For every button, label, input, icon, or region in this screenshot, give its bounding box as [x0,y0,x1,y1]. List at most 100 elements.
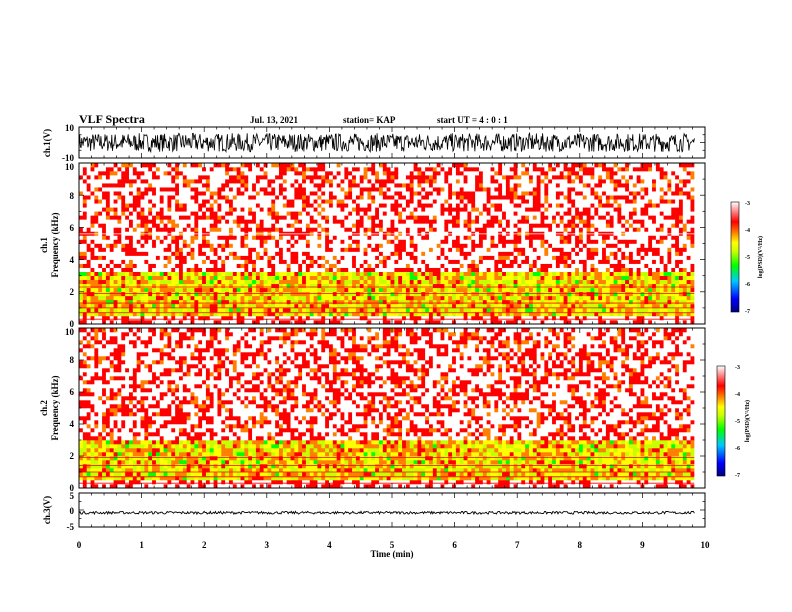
spectrogram-cell [448,295,453,301]
spectrogram-cell [313,299,318,305]
spectrogram-cell [125,251,130,256]
spectrogram-cell [117,319,122,325]
spectrogram-cell [259,299,264,305]
spectrogram-cell [525,291,530,297]
spectrogram-cell [398,191,403,196]
spectrogram-cell [517,315,522,321]
spectrogram-cell [129,275,134,281]
spectrogram-cell [428,211,434,216]
spectrogram-cell [171,183,176,188]
spectrogram-cell [225,243,230,248]
spectrogram-cell [294,171,299,176]
spectrogram-cell [513,243,518,248]
spectrogram-cell [252,291,257,297]
spectrogram-cell [463,239,468,244]
spectrogram-cell [452,199,457,204]
spectrogram-cell [448,243,453,248]
spectrogram-cell [294,187,299,192]
spectrogram-cell [228,295,234,301]
spectrogram-cell [236,319,241,325]
spectrogram-cell [129,239,134,244]
spectrogram-cell [536,319,541,325]
spectrogram-cell [452,299,457,305]
spectrogram-cell [175,291,180,297]
spectrogram-cell [144,251,149,256]
spectrogram-cell [167,295,172,301]
spectrogram-cell [202,259,207,264]
spectrogram-cell [475,267,480,272]
spectrogram-cell [513,223,518,228]
spectrogram-cell [171,319,176,325]
spectrogram-cell [452,275,457,281]
spectrogram-cell [298,243,303,248]
spectrogram-cell [340,295,345,301]
spectrogram-cell [432,203,437,208]
spectrogram-cell [528,243,534,248]
spectrogram-cell [244,295,249,301]
spectrogram-cell [348,267,353,272]
spectrogram-cell [544,235,549,240]
spectrogram-cell [448,215,453,220]
spectrogram-cell [213,299,218,305]
spectrogram-cell [398,183,403,188]
spectrogram-cell [402,203,407,208]
spectrogram-cell [352,299,357,305]
spectrogram-cell [405,315,411,321]
spectrogram-cell [313,215,318,220]
spectrogram-cell [486,259,491,264]
spectrogram-cell [232,259,237,264]
spectrogram-cell [459,235,464,240]
spectrogram-cell [332,299,337,305]
spectrogram-cell [467,187,472,192]
spectrogram-cell [98,271,103,277]
spectrogram-cell [290,167,295,172]
spectrogram-cell [159,295,164,301]
spectrogram-cell [386,227,391,232]
spectrogram-cell [136,207,141,212]
spectrogram-cell [190,187,195,192]
spectrogram-cell [417,171,422,176]
spectrogram-cell [494,251,499,256]
spectrogram-cell [332,251,337,256]
spectrogram-cell [440,179,445,184]
spectrogram-cell [182,239,187,244]
spectrogram-cell [455,299,461,305]
spectrogram-cell [217,211,222,216]
spectrogram-cell [421,275,426,281]
spectrogram-cell [198,167,203,172]
spectrogram-cell [478,299,484,305]
spectrogram-cell [125,199,130,204]
spectrogram-cell [486,215,491,220]
spectrogram-cell [544,291,549,297]
spectrogram-cell [86,263,91,268]
spectrogram-cell [236,195,241,200]
spectrogram-cell [82,319,87,325]
spectrogram-cell [371,187,376,192]
spectrogram-cell [332,219,337,224]
spectrogram-cell [332,287,337,293]
spectrogram-cell [417,259,422,264]
spectrogram-cell [221,271,226,277]
spectrogram-cell [86,227,91,232]
spectrogram-cell [502,291,507,297]
spectrogram-cell [528,191,534,196]
spectrogram-cell [359,191,364,196]
spectrogram-cell [275,263,280,268]
spectrogram-cell [378,263,384,268]
spectrogram-cell [213,255,218,260]
spectrogram-cell [244,267,249,272]
spectrogram-cell [398,319,403,325]
spectrogram-cell [355,235,361,240]
spectrogram-cell [378,247,384,252]
spectrogram-cell [148,259,153,264]
spectrogram-cell [90,163,95,168]
spectrogram-cell [452,203,457,208]
spectrogram-cell [136,267,141,272]
spectrogram-cell [428,219,434,224]
spectrogram-cell [471,263,476,268]
spectrogram-cell [390,315,395,321]
spectrogram-cell [467,279,472,285]
spectrogram-cell [394,291,399,297]
spectrogram-cell [136,239,141,244]
spectrogram-cell [378,191,384,196]
